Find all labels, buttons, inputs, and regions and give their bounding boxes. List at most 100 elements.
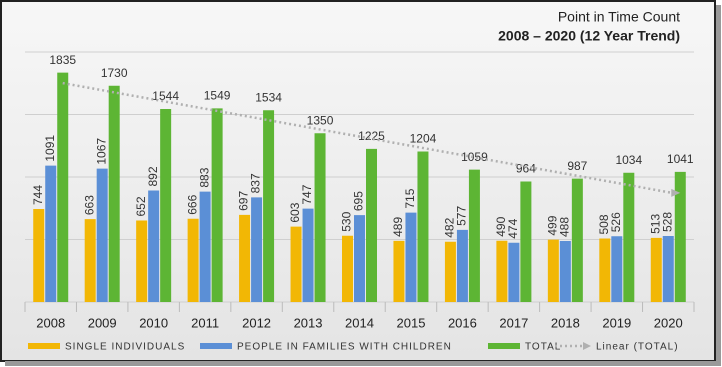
legend-label: TOTAL — [525, 342, 561, 353]
value-label: 577 — [455, 206, 469, 226]
bar — [342, 235, 353, 302]
bar — [160, 109, 172, 302]
bar — [251, 197, 263, 302]
bar — [571, 178, 583, 302]
legend-swatch — [488, 343, 520, 349]
bar — [444, 241, 456, 302]
value-label: 1549 — [204, 89, 231, 103]
value-label: 1730 — [101, 66, 128, 80]
value-label: 1835 — [49, 53, 76, 67]
bar — [417, 151, 429, 302]
x-tick-label: 2010 — [139, 315, 168, 330]
bar — [405, 212, 417, 302]
bar — [84, 219, 96, 302]
value-label: 488 — [558, 217, 572, 237]
value-label: 715 — [403, 188, 417, 208]
bar — [239, 214, 251, 302]
bar — [599, 238, 611, 302]
value-label: 1204 — [410, 132, 437, 146]
legend-label: SINGLE INDIVIDUALS — [65, 342, 185, 353]
legend-swatch — [28, 343, 60, 349]
bar — [354, 215, 365, 302]
trendline-arrow — [671, 188, 681, 197]
x-tick-label: 2020 — [654, 315, 683, 330]
value-label: 508 — [597, 214, 611, 234]
value-label: 490 — [494, 216, 508, 236]
value-label: 964 — [516, 162, 536, 176]
value-label: 1544 — [152, 89, 179, 103]
value-label: 513 — [648, 214, 662, 234]
bar — [136, 220, 148, 302]
legend-swatch — [200, 343, 232, 349]
value-label: 1059 — [461, 150, 488, 164]
x-tick-label: 2008 — [36, 315, 65, 330]
bar — [211, 108, 223, 302]
bar — [456, 229, 468, 302]
x-tick-label: 2009 — [88, 315, 117, 330]
value-label: 1041 — [667, 152, 694, 166]
bar — [547, 239, 559, 302]
bar — [366, 148, 377, 302]
bar — [559, 241, 571, 302]
bar — [674, 171, 686, 302]
value-label: 837 — [249, 173, 263, 193]
value-label: 666 — [185, 194, 199, 214]
value-label: 695 — [352, 191, 366, 211]
chart-title: Point in Time Count — [558, 9, 680, 25]
x-tick-label: 2012 — [242, 315, 271, 330]
x-tick-label: 2018 — [551, 315, 580, 330]
value-label: 697 — [237, 191, 251, 211]
bar — [468, 169, 480, 302]
bar — [148, 190, 160, 302]
value-label: 663 — [82, 195, 96, 215]
bar — [650, 237, 662, 302]
bar — [199, 191, 211, 302]
bar — [302, 208, 314, 302]
value-label: 526 — [609, 212, 623, 232]
value-label: 987 — [567, 159, 587, 173]
bar — [623, 172, 635, 302]
value-label: 744 — [31, 185, 45, 205]
bar — [393, 240, 405, 302]
x-tick-label: 2019 — [602, 315, 631, 330]
frame-shadow — [716, 5, 721, 365]
bar — [290, 226, 302, 302]
value-label: 530 — [340, 211, 354, 231]
chart-frame — [0, 0, 716, 362]
bar — [520, 181, 532, 302]
legend-label: Linear (TOTAL) — [596, 342, 679, 353]
frame-shadow — [5, 361, 721, 366]
value-label: 1534 — [255, 90, 282, 104]
legend-trend-arrow — [583, 342, 591, 350]
value-label: 883 — [197, 167, 211, 187]
value-label: 892 — [146, 166, 160, 186]
bar — [187, 218, 199, 302]
chart-subtitle: 2008 – 2020 (12 Year Trend) — [498, 28, 680, 44]
bar — [508, 242, 520, 302]
value-label: 482 — [443, 217, 457, 237]
x-tick-label: 2017 — [499, 315, 528, 330]
value-label: 1091 — [43, 135, 57, 162]
legend-label: PEOPLE IN FAMILIES WITH CHILDREN — [237, 342, 452, 353]
trendline — [62, 81, 673, 195]
value-label: 652 — [134, 196, 148, 216]
x-tick-label: 2011 — [191, 315, 219, 330]
value-label: 499 — [546, 215, 560, 235]
value-label: 1034 — [615, 153, 642, 167]
value-label: 474 — [506, 218, 520, 238]
value-label: 1067 — [94, 138, 108, 165]
bar — [45, 165, 57, 302]
x-tick-label: 2014 — [345, 315, 374, 330]
bar — [662, 236, 674, 302]
value-label: 528 — [660, 212, 674, 232]
bar — [496, 240, 508, 302]
value-label: 1225 — [358, 129, 385, 143]
x-tick-label: 2015 — [397, 315, 426, 330]
bar — [314, 133, 326, 302]
bar — [263, 110, 275, 302]
bar — [33, 209, 45, 302]
bar — [96, 168, 108, 302]
value-label: 747 — [300, 184, 314, 204]
bar — [108, 85, 120, 302]
